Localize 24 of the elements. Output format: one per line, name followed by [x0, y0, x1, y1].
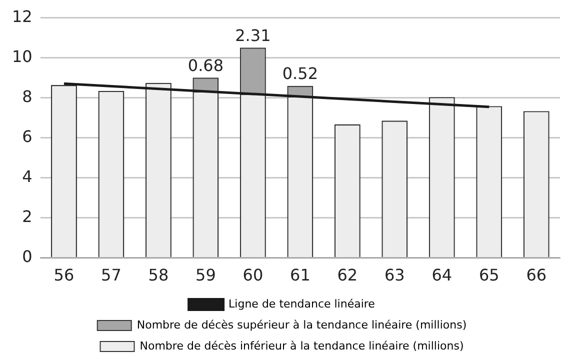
data-label: 0.68 — [188, 56, 224, 75]
legend-label: Nombre de décès supérieur à la tendance linéaire (millions) — [136, 318, 467, 332]
x-tick-label: 64 — [432, 266, 452, 285]
x-tick-label: 61 — [290, 266, 310, 285]
x-tick-label: 66 — [526, 266, 547, 285]
y-tick-label: 12 — [12, 6, 32, 26]
y-tick-label: 10 — [12, 46, 32, 66]
y-tick-label: 4 — [22, 166, 32, 186]
y-tick-label: 2 — [22, 206, 32, 226]
y-tick-label: 6 — [22, 126, 32, 146]
y-tick-label: 0 — [22, 246, 32, 266]
x-tick-label: 62 — [337, 266, 358, 285]
x-tick-label: 65 — [478, 266, 500, 285]
legend-label: Ligne de tendance linéaire — [228, 297, 376, 310]
x-tick-label: 58 — [148, 266, 169, 285]
data-label: 2.31 — [235, 26, 271, 45]
x-tick-label: 59 — [196, 266, 216, 285]
x-tick-label: 57 — [101, 266, 122, 285]
x-tick-label: 60 — [242, 266, 264, 285]
y-tick-label: 8 — [22, 86, 32, 106]
legend-label: Nombre de décès inférieur à la tendance linéaire (millions) — [140, 339, 464, 352]
data-label: 0.52 — [282, 64, 318, 84]
x-tick-label: 63 — [384, 266, 405, 285]
x-tick-label: 56 — [54, 266, 74, 285]
